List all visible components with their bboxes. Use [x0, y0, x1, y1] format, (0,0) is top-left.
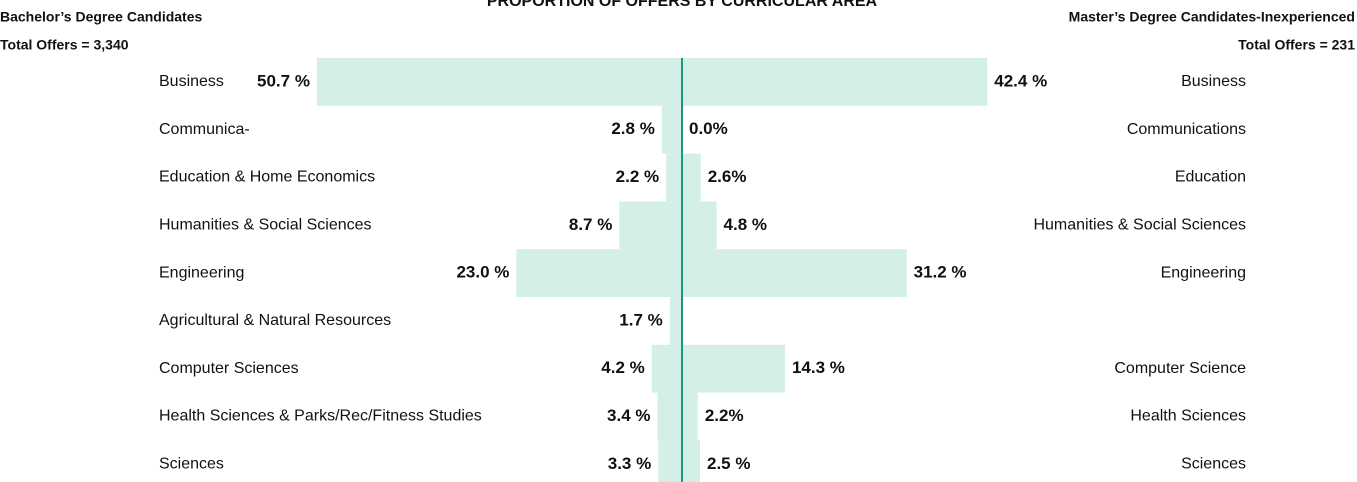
bar: [682, 58, 988, 106]
bar: [669, 297, 682, 345]
bar: [657, 392, 682, 441]
left-title: Bachelor’s Degree Candidates: [0, 9, 203, 25]
category-label: Education: [1175, 169, 1246, 186]
bar: [661, 105, 682, 154]
bar: [682, 249, 907, 297]
value-label: 2.8 %: [611, 119, 654, 138]
value-label: 4.2 %: [601, 358, 644, 377]
value-label: 31.2 %: [914, 263, 967, 282]
value-label: 2.6%: [708, 167, 747, 186]
bar: [682, 201, 717, 250]
category-label: Business: [159, 73, 224, 90]
right-title: Master’s Degree Candidates-Inexperienced: [1069, 9, 1355, 25]
value-label: 8.7 %: [569, 215, 612, 234]
category-label: Engineering: [1161, 264, 1246, 281]
value-label: 14.3 %: [792, 358, 845, 377]
category-label: Business: [1181, 73, 1246, 90]
category-label: Health Sciences: [1130, 408, 1246, 425]
right-subtitle: Total Offers = 231: [1238, 37, 1355, 53]
value-label: 2.5 %: [707, 454, 750, 473]
value-label: 4.8 %: [724, 215, 767, 234]
category-label: Engineering: [159, 264, 244, 281]
category-label: Computer Sciences: [159, 360, 299, 377]
category-label: Humanities & Social Sciences: [1033, 217, 1246, 234]
value-label: 2.2 %: [616, 167, 659, 186]
category-label: Computer Science: [1114, 360, 1246, 377]
value-label: 50.7 %: [257, 71, 310, 90]
bar: [651, 344, 682, 393]
bar: [516, 249, 682, 297]
bar: [316, 58, 682, 106]
value-label: 3.3 %: [608, 454, 651, 473]
left-subtitle: Total Offers = 3,340: [0, 37, 129, 53]
bar: [619, 201, 682, 250]
category-label: Humanities & Social Sciences: [159, 217, 372, 234]
bar: [682, 392, 698, 441]
value-label: 3.4 %: [607, 406, 650, 425]
category-label: Sciences: [159, 456, 224, 473]
value-label: 23.0 %: [456, 263, 509, 282]
bar: [666, 153, 682, 202]
chart-title: PROPORTION OF OFFERS BY CURRICULAR AREA: [487, 0, 878, 10]
bar: [658, 440, 682, 482]
category-label: Communications: [1127, 121, 1246, 138]
category-label: Health Sciences & Parks/Rec/Fitness Stud…: [159, 408, 482, 425]
bar: [682, 153, 701, 202]
bar: [682, 344, 785, 393]
category-label: Education & Home Economics: [159, 169, 375, 186]
value-label: 1.7 %: [619, 310, 662, 329]
bar: [682, 440, 700, 482]
category-label: Communica-: [159, 121, 250, 138]
value-label: 0.0%: [689, 119, 728, 138]
value-label: 2.2%: [705, 406, 744, 425]
category-label: Agricultural & Natural Resources: [159, 312, 391, 329]
value-label: 42.4 %: [994, 71, 1047, 90]
category-label: Sciences: [1181, 456, 1246, 473]
